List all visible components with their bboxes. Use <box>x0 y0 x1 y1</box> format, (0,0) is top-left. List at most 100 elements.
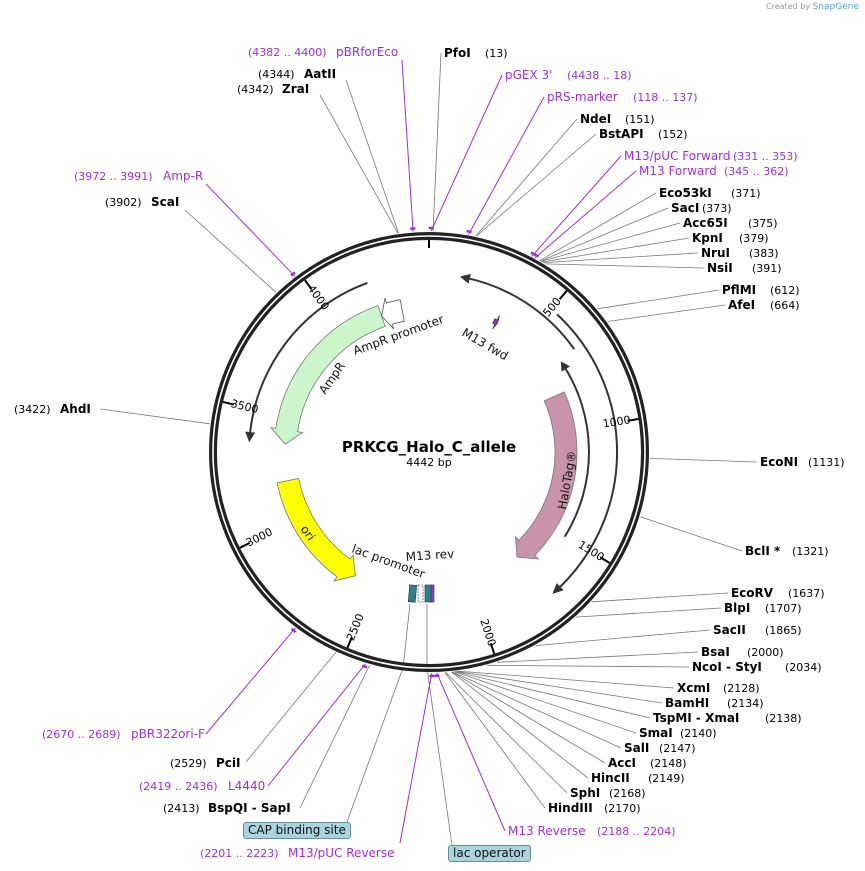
site-name[interactable]: KpnI <box>692 231 723 245</box>
enzyme-site-hindiii[interactable]: HindIII (2170) <box>548 801 641 815</box>
site-name[interactable]: pRS-marker <box>547 90 618 104</box>
enzyme-site-aatii[interactable]: AatII (4344) <box>258 67 336 81</box>
primer-site-pgex-3[interactable]: pGEX 3' (4438 .. 18) <box>505 68 632 82</box>
enzyme-site-ndei[interactable]: NdeI (151) <box>580 112 655 126</box>
site-name[interactable]: M13/pUC Reverse <box>288 846 395 860</box>
site-name[interactable]: M13 Reverse <box>508 824 586 838</box>
enzyme-site-blpi[interactable]: BlpI (1707) <box>724 601 802 615</box>
site-name[interactable]: pBR322ori-F <box>131 727 205 741</box>
enzyme-site-smai[interactable]: SmaI (2140) <box>639 726 717 740</box>
feature-m13-rev[interactable] <box>430 584 435 603</box>
site-name[interactable]: SmaI <box>639 726 673 740</box>
primer-site-m13-forward[interactable]: M13 Forward (345 .. 362) <box>639 164 789 178</box>
primer-site-prs-marker[interactable]: pRS-marker (118 .. 137) <box>547 90 698 104</box>
site-name[interactable]: M13/pUC Forward <box>624 149 731 163</box>
feature-halotag[interactable] <box>515 391 578 560</box>
enzyme-site-nrui[interactable]: NruI (383) <box>701 246 779 260</box>
site-name[interactable]: PflMI <box>722 283 756 297</box>
feature-lac-region[interactable] <box>407 584 435 603</box>
feature-label-m13-fwd[interactable]: M13 fwd <box>460 325 511 363</box>
site-name[interactable]: SacI <box>671 201 699 215</box>
enzyme-site-zrai[interactable]: ZraI (4342) <box>237 82 309 96</box>
site-name[interactable]: M13 Forward <box>639 164 717 178</box>
enzyme-site-pfoi[interactable]: PfoI (13) <box>444 46 508 60</box>
enzyme-site-pflmi[interactable]: PflMI (612) <box>722 283 800 297</box>
enzyme-site-bcli[interactable]: BclI * (1321) <box>745 544 829 558</box>
site-name[interactable]: BstAPI <box>599 127 644 141</box>
enzyme-site-ncoi-styi[interactable]: NcoI - StyI (2034) <box>692 660 822 674</box>
enzyme-site-saci[interactable]: SacI (373) <box>671 201 732 215</box>
enzyme-site-bstapi[interactable]: BstAPI (152) <box>599 127 688 141</box>
site-name[interactable]: AhdI <box>60 402 91 416</box>
enzyme-site-bsai[interactable]: BsaI (2000) <box>701 645 784 659</box>
enzyme-site-pcii[interactable]: PciI (2529) <box>170 756 241 770</box>
site-name[interactable]: HincII <box>591 771 630 785</box>
site-name[interactable]: pBRforEco <box>336 45 398 59</box>
site-name[interactable]: PfoI <box>444 46 471 60</box>
site-name[interactable]: NruI <box>701 246 730 260</box>
site-name[interactable]: BsaI <box>701 645 730 659</box>
feature-ori[interactable] <box>276 477 356 582</box>
site-name[interactable]: pGEX 3' <box>505 68 552 82</box>
site-name[interactable]: Amp-R <box>163 169 203 183</box>
primer-site-amp-r[interactable]: Amp-R (3972 .. 3991) <box>74 169 203 183</box>
enzyme-site-hincii[interactable]: HincII (2149) <box>591 771 685 785</box>
enzyme-site-sphi[interactable]: SphI (2168) <box>570 786 646 800</box>
enzyme-site-kpni[interactable]: KpnI (379) <box>692 231 769 245</box>
primer-site-l4440[interactable]: L4440 (2419 .. 2436) <box>139 779 265 793</box>
enzyme-site-bspqi-sapi[interactable]: BspQI - SapI (2413) <box>163 801 291 815</box>
feature-lac-promoter[interactable] <box>417 584 424 603</box>
enzyme-site-sali[interactable]: SalI (2147) <box>624 741 696 755</box>
site-name[interactable]: TspMI - XmaI <box>653 711 739 725</box>
site-name[interactable]: AatII <box>304 67 336 81</box>
site-name[interactable]: SphI <box>570 786 600 800</box>
lac-operator-label[interactable]: lac operator <box>448 845 531 862</box>
primer-site-m13-reverse[interactable]: M13 Reverse (2188 .. 2204) <box>508 824 676 838</box>
enzyme-site-tspmi-xmai[interactable]: TspMI - XmaI (2138) <box>653 711 802 725</box>
enzyme-site-acci[interactable]: AccI (2148) <box>608 756 687 770</box>
primer-site-pbr322ori-f[interactable]: pBR322ori-F (2670 .. 2689) <box>42 727 205 741</box>
site-name[interactable]: ZraI <box>282 82 309 96</box>
primer-site-m13-puc-forward[interactable]: M13/pUC Forward (331 .. 353) <box>624 149 798 163</box>
site-name[interactable]: BamHI <box>665 696 709 710</box>
cap-binding-site-label[interactable]: CAP binding site <box>243 822 351 839</box>
site-name[interactable]: EcoNI <box>760 455 798 469</box>
site-name[interactable]: PciI <box>216 756 241 770</box>
site-name[interactable]: ScaI <box>151 195 179 209</box>
enzyme-site-sacii[interactable]: SacII (1865) <box>713 623 802 637</box>
feature-label-m13-rev[interactable]: M13 rev <box>405 547 454 564</box>
site-name[interactable]: AccI <box>608 756 636 770</box>
site-name[interactable]: NcoI - StyI <box>692 660 762 674</box>
primer-site-pbrforeco[interactable]: pBRforEco (4382 .. 4400) <box>248 45 398 59</box>
site-name[interactable]: SacII <box>713 623 746 637</box>
feature-cap-site[interactable] <box>407 584 418 603</box>
enzyme-site-nsii[interactable]: NsiI (391) <box>707 261 782 275</box>
primer-site-m13-puc-reverse[interactable]: M13/pUC Reverse (2201 .. 2223) <box>200 846 395 860</box>
feature-ampr-promoter[interactable] <box>381 298 405 330</box>
site-name[interactable]: HindIII <box>548 801 593 815</box>
site-name[interactable]: NsiI <box>707 261 733 275</box>
enzyme-site-eco53ki[interactable]: Eco53kI (371) <box>659 186 761 200</box>
site-name[interactable]: BlpI <box>724 601 750 615</box>
enzyme-site-scai[interactable]: ScaI (3902) <box>105 195 179 209</box>
site-name[interactable]: NdeI <box>580 112 611 126</box>
site-name[interactable]: AfeI <box>728 298 755 312</box>
enzyme-site-ahdi[interactable]: AhdI (3422) <box>14 402 91 416</box>
enzyme-site-ecorv[interactable]: EcoRV (1637) <box>731 586 825 600</box>
site-position: (1131) <box>808 456 845 469</box>
feature-m13-fwd[interactable] <box>492 315 500 330</box>
site-name[interactable]: EcoRV <box>731 586 774 600</box>
site-name[interactable]: BspQI - SapI <box>208 801 291 815</box>
enzyme-site-econi[interactable]: EcoNI (1131) <box>760 455 845 469</box>
enzyme-site-bamhi[interactable]: BamHI (2134) <box>665 696 764 710</box>
site-name[interactable]: L4440 <box>228 779 265 793</box>
enzyme-site-xcmi[interactable]: XcmI (2128) <box>677 681 760 695</box>
site-name[interactable]: SalI <box>624 741 649 755</box>
site-name[interactable]: XcmI <box>677 681 710 695</box>
feature-ampr[interactable] <box>269 305 386 445</box>
site-name[interactable]: Acc65I <box>683 216 728 230</box>
enzyme-site-afei[interactable]: AfeI (664) <box>728 298 800 312</box>
site-name[interactable]: Eco53kI <box>659 186 712 200</box>
site-name[interactable]: BclI * <box>745 544 781 558</box>
enzyme-site-acc65i[interactable]: Acc65I (375) <box>683 216 778 230</box>
